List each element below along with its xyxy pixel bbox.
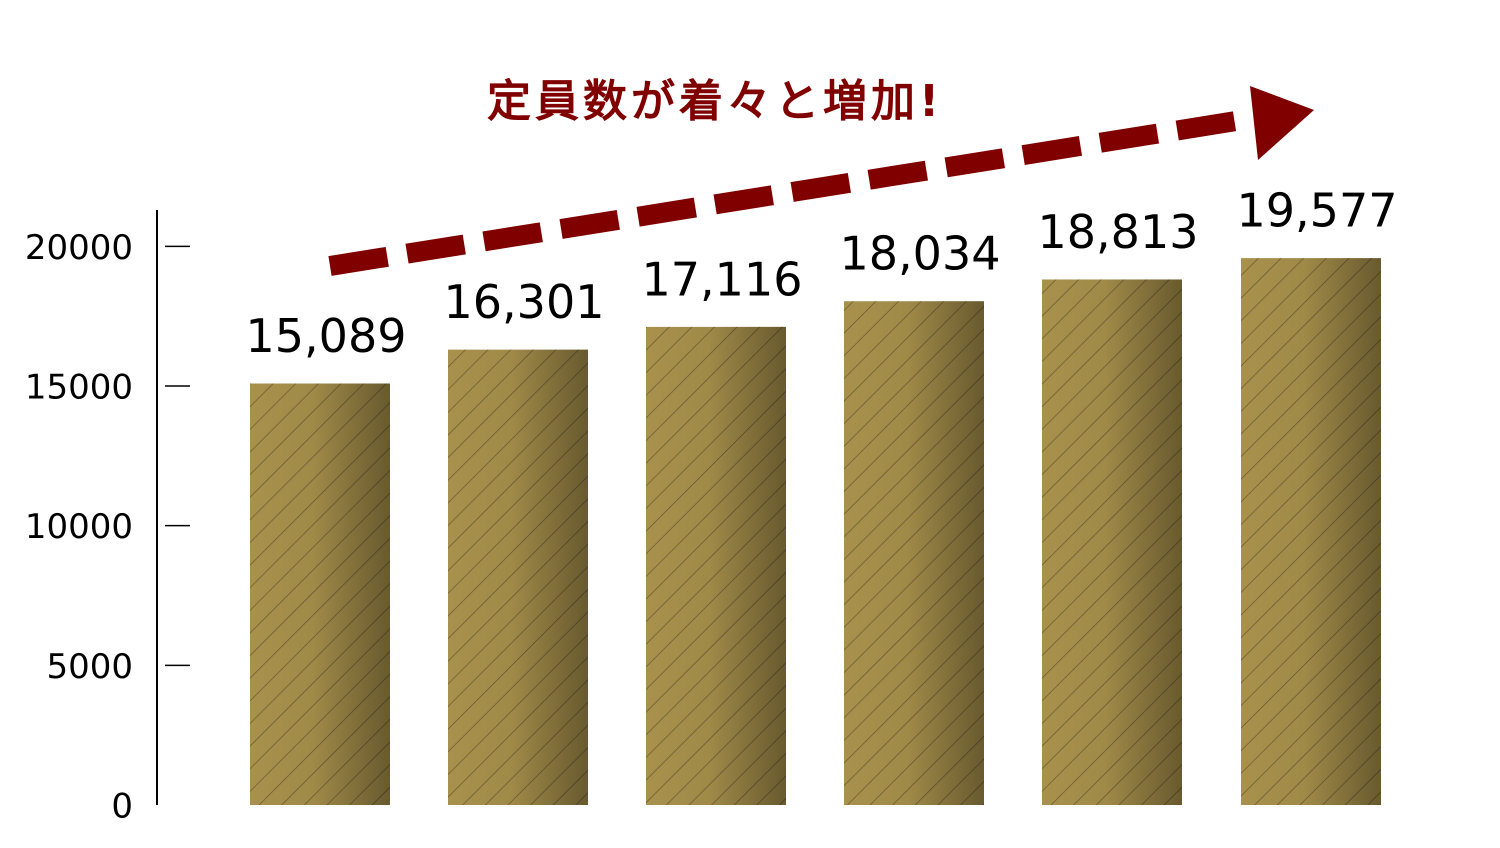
annotation: 定員数が着々と増加!: [487, 76, 943, 127]
bar-fill: [844, 301, 984, 805]
bar: [646, 326, 786, 805]
bar: [844, 301, 984, 805]
y-tick-label: 10000: [25, 507, 133, 547]
value-label: 19,577: [1237, 184, 1398, 238]
value-label: 18,813: [1038, 205, 1199, 259]
y-tick-label: 20000: [25, 228, 133, 268]
y-tick-label: 5000: [46, 647, 133, 687]
bar: [1042, 279, 1182, 805]
value-label: 16,301: [444, 275, 605, 329]
value-label: 15,089: [246, 309, 407, 363]
bar-fill: [646, 326, 786, 805]
value-label: 17,116: [642, 252, 803, 306]
bar-fill: [1042, 279, 1182, 805]
bar: [1241, 258, 1381, 805]
bar-fill: [448, 349, 588, 805]
trend-arrow: [328, 86, 1314, 276]
bar: [250, 383, 390, 805]
bar: [448, 349, 588, 805]
value-label: 18,034: [840, 227, 1001, 281]
bar-fill: [250, 383, 390, 805]
bar-fill: [1241, 258, 1381, 805]
y-tick-label: 15000: [25, 367, 133, 407]
y-tick-label: 0: [111, 787, 133, 827]
